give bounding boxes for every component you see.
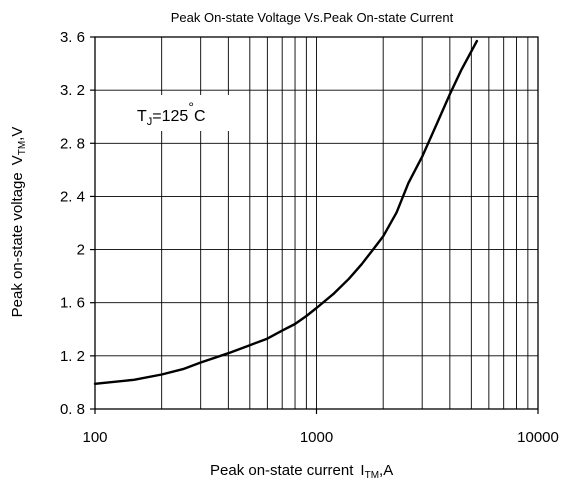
y-tick-label: 2. 8 bbox=[60, 135, 85, 152]
y-tick-label: 1. 6 bbox=[60, 295, 85, 312]
temperature-annotation: TJ=125°C bbox=[126, 95, 230, 131]
data-curve bbox=[93, 39, 479, 385]
tick-label-layer: 0. 8 1. 2 1. 6 2 2. 4 2. 8 3. 2 3. 6 100 1000 1000… bbox=[60, 29, 559, 446]
y-tick-label: 0. 8 bbox=[60, 401, 85, 418]
y-tick-label: 2. 4 bbox=[60, 188, 85, 205]
y-tick-label: 3. 6 bbox=[60, 29, 85, 46]
annotation-text: TJ=125°C bbox=[137, 99, 206, 128]
y-tick-label: 3. 2 bbox=[60, 82, 85, 99]
chart-title: Peak On-state Voltage Vs.Peak On-state C… bbox=[171, 10, 454, 25]
x-tick-label: 1000 bbox=[300, 429, 333, 446]
x-tick-label: 100 bbox=[82, 429, 107, 446]
y-tick-label: 1. 2 bbox=[60, 348, 85, 365]
x-axis-label: Peak on-state current ITM,A bbox=[210, 462, 393, 481]
grid-layer bbox=[95, 37, 538, 409]
annotation-box bbox=[126, 95, 230, 131]
y-axis-label: Peak on-state voltageVTM,V bbox=[9, 127, 28, 318]
x-tick-label: 10000 bbox=[517, 429, 559, 446]
y-tick-label: 2 bbox=[77, 242, 85, 259]
